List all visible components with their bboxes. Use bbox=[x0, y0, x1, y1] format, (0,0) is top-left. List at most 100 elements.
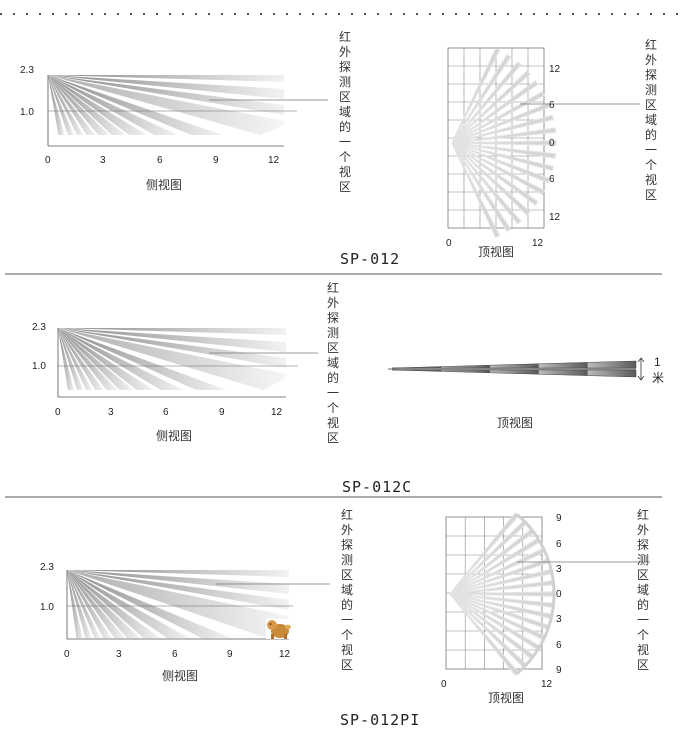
zone-label-top-p1: 红外探测区域的一个视区 bbox=[643, 38, 659, 203]
detection-ray bbox=[451, 142, 557, 159]
side-xtick: 6 bbox=[157, 155, 163, 166]
zone-label-char: 一 bbox=[644, 143, 657, 157]
side-xtick: 6 bbox=[172, 649, 178, 660]
detection-beam bbox=[67, 570, 92, 638]
zone-label-char: 视 bbox=[338, 165, 351, 179]
model-name-p2: SP-012C bbox=[342, 478, 412, 496]
side-view-p1: 2.3 1.0 0 3 6 9 12 侧视图 bbox=[20, 65, 328, 192]
zone-label-char: 个 bbox=[338, 150, 351, 164]
detection-beam bbox=[67, 570, 141, 638]
detection-beam bbox=[48, 75, 178, 135]
zone-label-char: 红 bbox=[326, 281, 339, 295]
side-xtick: 0 bbox=[64, 649, 70, 660]
curtain-width-unit: 米 bbox=[652, 371, 664, 385]
detection-beam bbox=[58, 328, 134, 390]
curtain-beam-segment bbox=[538, 369, 588, 376]
top-ytick: 6 bbox=[556, 640, 562, 651]
zone-label-char: 视 bbox=[340, 643, 353, 657]
zone-label-char: 测 bbox=[338, 75, 351, 89]
detection-beam bbox=[48, 75, 96, 135]
detection-beam bbox=[58, 328, 286, 390]
detection-ray bbox=[451, 142, 512, 233]
zone-label-char: 测 bbox=[644, 83, 657, 97]
zone-label-char: 测 bbox=[326, 326, 339, 340]
side-xtick: 9 bbox=[219, 407, 225, 418]
detection-beam bbox=[58, 328, 84, 390]
detection-beam bbox=[58, 328, 93, 390]
detection-ray bbox=[451, 142, 551, 184]
zone-label-char: 个 bbox=[644, 158, 657, 172]
detection-beam bbox=[48, 75, 84, 135]
detection-beam bbox=[67, 570, 289, 577]
zone-label-char: 外 bbox=[326, 296, 339, 310]
top-ytick: 6 bbox=[549, 174, 555, 185]
detection-ray bbox=[451, 142, 531, 216]
zone-label-char: 视 bbox=[636, 643, 649, 657]
model-name-p3: SP-012PI bbox=[340, 711, 420, 729]
detection-beam bbox=[48, 75, 74, 135]
zone-label-char: 区 bbox=[644, 98, 657, 112]
top-ytick: 9 bbox=[556, 665, 562, 676]
curtain-beam-segment bbox=[586, 360, 637, 369]
detection-beam bbox=[58, 328, 286, 368]
detection-beam bbox=[58, 328, 286, 335]
detection-ray bbox=[449, 519, 528, 595]
detection-ray bbox=[451, 142, 539, 207]
detection-ray bbox=[451, 142, 522, 225]
side-view-caption: 侧视图 bbox=[156, 428, 192, 443]
top-view-caption: 顶视图 bbox=[478, 244, 514, 259]
zone-label-char: 区 bbox=[326, 431, 339, 445]
top-view-p3: 9 6 3 0 3 6 9 0 12 顶视图 bbox=[441, 512, 650, 705]
curtain-beam-segment bbox=[391, 369, 442, 372]
detection-beam bbox=[58, 328, 286, 352]
detection-ray bbox=[451, 142, 546, 196]
detection-ray bbox=[451, 90, 546, 144]
zone-label-char: 区 bbox=[636, 658, 649, 672]
top-xtick: 0 bbox=[446, 238, 452, 249]
detection-ray bbox=[451, 140, 557, 146]
detection-ray bbox=[451, 142, 555, 172]
curtain-beam-segment bbox=[489, 369, 539, 375]
side-view-p2: 2.3 1.0 0 3 6 9 12 侧视图 bbox=[32, 322, 318, 443]
pet-dog-icon bbox=[266, 619, 292, 639]
zone-label-char: 红 bbox=[340, 508, 353, 522]
top-view-p1: 12 6 0 6 12 0 12 顶视图 bbox=[446, 47, 640, 259]
top-view-caption: 顶视图 bbox=[497, 415, 533, 430]
detection-ray bbox=[451, 114, 555, 144]
zone-label-char: 域 bbox=[326, 356, 339, 370]
detection-beam bbox=[58, 328, 227, 390]
curtain-beam-segment bbox=[440, 369, 490, 374]
model-name-p1: SP-012 bbox=[340, 250, 400, 268]
zone-label-top-p3: 红外探测区域的一个视区 bbox=[635, 508, 651, 673]
curtain-beam-segment bbox=[440, 364, 490, 369]
side-xtick: 0 bbox=[45, 155, 51, 166]
detection-beam bbox=[48, 75, 223, 135]
detection-beam bbox=[58, 328, 154, 390]
curtain-beam-segment bbox=[391, 366, 442, 369]
detection-beam bbox=[67, 570, 289, 594]
detection-ray bbox=[451, 61, 522, 144]
detection-beam bbox=[48, 75, 65, 135]
side-xtick: 0 bbox=[55, 407, 61, 418]
side-ytick: 2.3 bbox=[20, 65, 34, 76]
zone-label-char: 红 bbox=[644, 38, 657, 52]
zone-label-char: 区 bbox=[340, 658, 353, 672]
top-ytick: 3 bbox=[556, 564, 562, 575]
top-ytick: 0 bbox=[549, 138, 555, 149]
detection-beam bbox=[58, 328, 104, 390]
detection-beam bbox=[58, 328, 184, 390]
curtain-width-value: 1 bbox=[654, 355, 661, 369]
zone-label-char: 探 bbox=[326, 311, 339, 325]
zone-label-char: 一 bbox=[326, 386, 339, 400]
zone-label-char: 测 bbox=[636, 553, 649, 567]
zone-label-side-p2: 红外探测区域的一个视区 bbox=[325, 281, 341, 446]
detection-ray bbox=[451, 127, 557, 144]
detection-ray bbox=[451, 70, 531, 144]
top-xtick: 0 bbox=[441, 679, 447, 690]
zone-label-side-p3: 红外探测区域的一个视区 bbox=[339, 508, 355, 673]
detection-beam bbox=[58, 328, 118, 390]
top-ytick: 3 bbox=[556, 614, 562, 625]
detection-beam bbox=[67, 570, 289, 638]
detection-beam bbox=[48, 75, 284, 99]
